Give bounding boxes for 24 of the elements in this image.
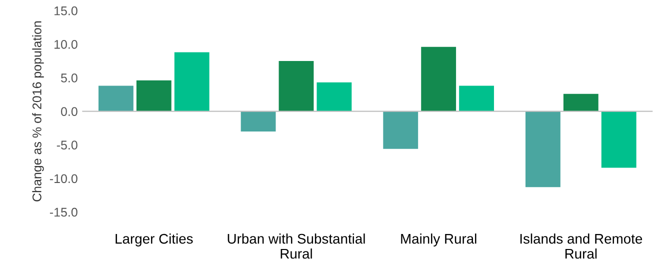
x-tick-label: Larger Cities [116,234,193,246]
bar [525,111,560,188]
x-tick-label: Islands and Remote Rural [520,234,642,259]
y-tick-label: 5.0 [61,74,78,82]
bar [98,86,134,112]
bar [278,60,314,112]
bar [136,80,172,112]
y-tick-label: -15.0 [50,208,78,217]
y-tick-label: -5.0 [56,140,78,150]
y-tick-label: 15.0 [54,6,78,16]
bar [459,86,494,112]
bar [174,52,210,112]
bar [601,111,636,168]
bar [316,82,352,112]
bar [240,111,276,132]
y-axis-title: Change as % of 2016 population [32,21,44,202]
y-tick-label: -10.0 [50,174,78,184]
x-tick-label: Urban with Substantial Rural [228,234,365,259]
x-tick-label: Mainly Rural [401,234,476,246]
y-tick-label: 0.0 [61,107,78,116]
bar [563,94,598,112]
bar [383,111,418,149]
y-tick-label: 10.0 [54,40,78,49]
bar [421,46,456,112]
